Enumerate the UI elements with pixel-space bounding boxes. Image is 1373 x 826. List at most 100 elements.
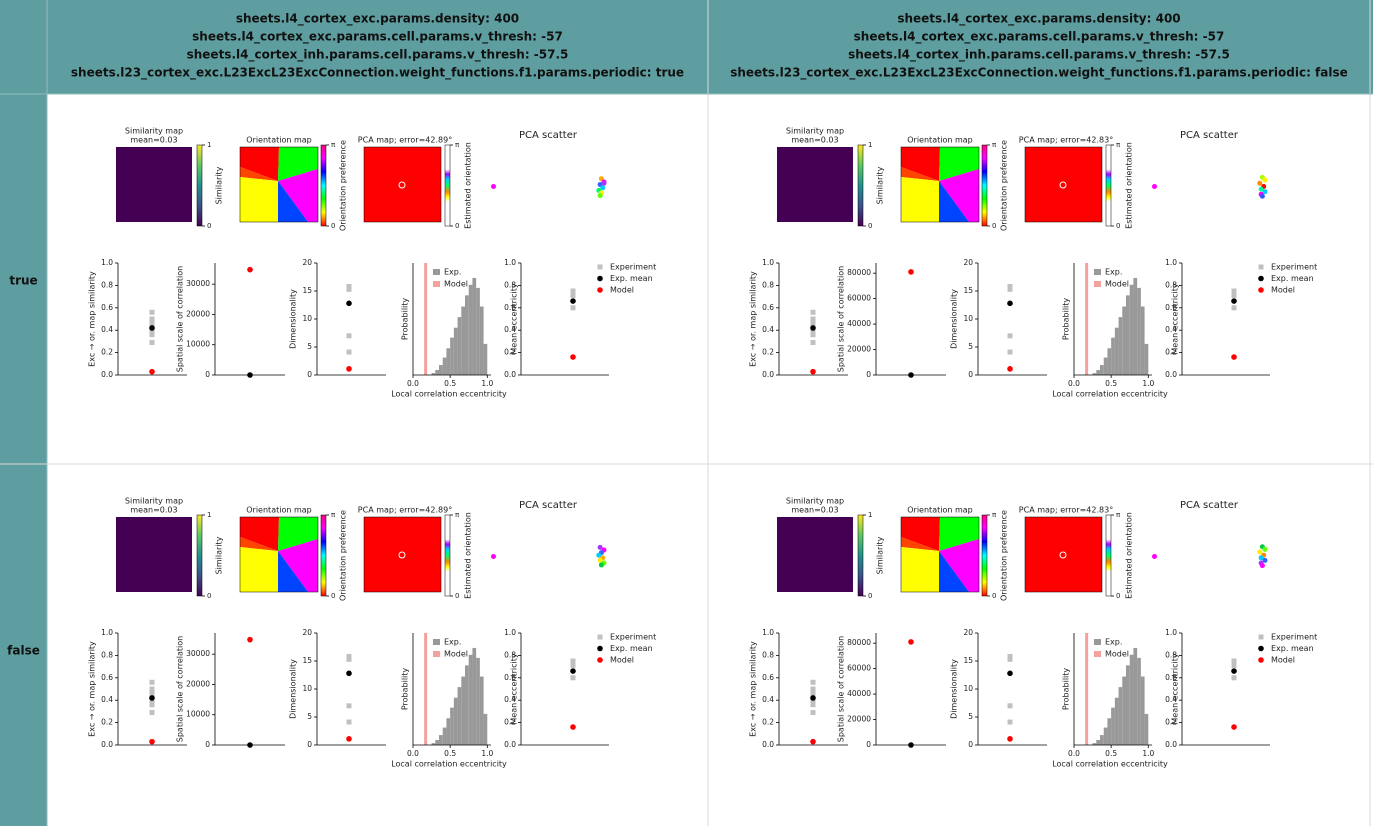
mean-point (346, 366, 352, 372)
colorbar-tick-label: π (992, 141, 997, 149)
colorbar-tick-label: π (455, 511, 460, 519)
y-axis-label: Spatial scale of correlation (176, 266, 185, 372)
experiment-point (346, 656, 352, 662)
y-tick-label: 1.0 (1165, 258, 1177, 267)
row-header: true (9, 274, 37, 288)
scatter-point (1262, 177, 1268, 183)
y-tick-label: 0.2 (504, 718, 516, 727)
legend-marker (433, 651, 440, 657)
legend-label: Model (1105, 650, 1129, 659)
map-frame (239, 516, 319, 593)
pca-map (363, 146, 442, 223)
y-tick-label: 40000 (847, 319, 871, 328)
orientation-sector (939, 551, 969, 592)
pca-map (363, 516, 442, 593)
y-tick-label: 0.0 (1165, 370, 1177, 379)
y-tick-label: 0.6 (101, 673, 113, 682)
y-tick-label: 30000 (186, 649, 210, 658)
orientation-sector (240, 177, 278, 222)
mean-point (570, 724, 576, 730)
experiment-point (149, 320, 155, 326)
y-tick-label: 1.0 (1165, 628, 1177, 637)
histogram-bar (1129, 654, 1134, 745)
histogram-bar (1129, 284, 1134, 375)
model-line (424, 633, 428, 745)
histogram-bar (465, 665, 469, 745)
colorbar-tick-label: 0 (331, 222, 335, 230)
column-header: sheets.l4_cortex_exc.params.cell.params.… (854, 30, 1225, 45)
colorbar-label: Orientation preference (339, 140, 348, 231)
histogram-bar (465, 295, 469, 375)
experiment-point (810, 309, 816, 315)
experiment-point (346, 286, 352, 292)
y-tick-label: 80000 (847, 268, 871, 277)
colorbar-tick-label: 1 (207, 141, 211, 149)
legend-label: Model (610, 656, 634, 665)
colorbar-tick-label: π (992, 511, 997, 519)
legend-marker (1094, 651, 1101, 657)
histogram-bar (431, 743, 436, 745)
legend-label: Experiment (1271, 263, 1317, 272)
colorbar-tick-label: π (1116, 511, 1121, 519)
colorbar (1105, 144, 1112, 227)
y-tick-label: 0 (205, 740, 210, 749)
orientation-sector (278, 551, 308, 592)
y-tick-label: 10000 (186, 340, 210, 349)
scatter-point (1259, 563, 1265, 569)
experiment-point (810, 690, 816, 696)
legend-label: Exp. mean (610, 644, 653, 653)
experiment-point (1007, 349, 1013, 355)
legend-marker (1258, 275, 1264, 282)
legend-label: Model (1271, 286, 1295, 295)
orientation-sector (939, 147, 979, 181)
pinwheel-marker (1059, 181, 1067, 189)
histogram-bar (468, 654, 473, 745)
y-axis-label: Dimensionality (289, 659, 298, 719)
legend-label: Model (1271, 656, 1295, 665)
y-tick-label: 0.8 (101, 280, 113, 289)
legend-label: Exp. (444, 268, 461, 277)
y-tick-label: 0.4 (1165, 695, 1177, 704)
orientation-sector (901, 547, 939, 592)
mean-point (570, 354, 576, 360)
y-tick-label: 30000 (186, 279, 210, 288)
x-tick-label: 0.5 (1105, 749, 1117, 758)
y-tick-label: 10 (302, 684, 312, 693)
pinwheel-marker (1059, 551, 1067, 559)
experiment-point (149, 702, 155, 708)
y-axis-label: Mean eccentricity (510, 653, 519, 724)
y-tick-label: 10000 (186, 710, 210, 719)
y-tick-label: 0.2 (762, 718, 774, 727)
orientation-sector (939, 181, 969, 222)
experiment-point (346, 333, 352, 339)
legend-marker (597, 634, 603, 640)
y-axis-label: Probability (401, 668, 410, 711)
y-tick-label: 20000 (186, 309, 210, 318)
legend-marker (1258, 634, 1264, 640)
y-tick-label: 20000 (847, 345, 871, 354)
legend-marker (433, 639, 440, 645)
histogram-bar (431, 373, 436, 375)
chart-title: mean=0.03 (130, 506, 177, 515)
chart-title: Orientation map (246, 506, 311, 515)
y-tick-label: 15 (302, 286, 312, 295)
scatter-point (1258, 555, 1264, 561)
y-tick-label: 0.0 (1165, 740, 1177, 749)
histogram-bar (446, 348, 451, 375)
histogram-bar (457, 687, 462, 745)
y-tick-label: 0.2 (504, 348, 516, 357)
histogram-bar (479, 306, 484, 375)
scatter-point (601, 180, 607, 186)
pca-map (1024, 516, 1103, 593)
histogram-bar (483, 343, 488, 375)
mean-point (908, 639, 914, 645)
colorbar-tick-label: 0 (207, 222, 211, 230)
histogram-bar (479, 676, 484, 745)
chart-title: PCA scatter (519, 500, 578, 511)
y-axis-label: Mean eccentricity (1171, 283, 1180, 354)
experiment-point (346, 703, 352, 709)
colorbar (444, 144, 451, 227)
colorbar-label: Estimated orientation (1125, 142, 1134, 229)
colorbar-tick-label: 1 (868, 511, 872, 519)
